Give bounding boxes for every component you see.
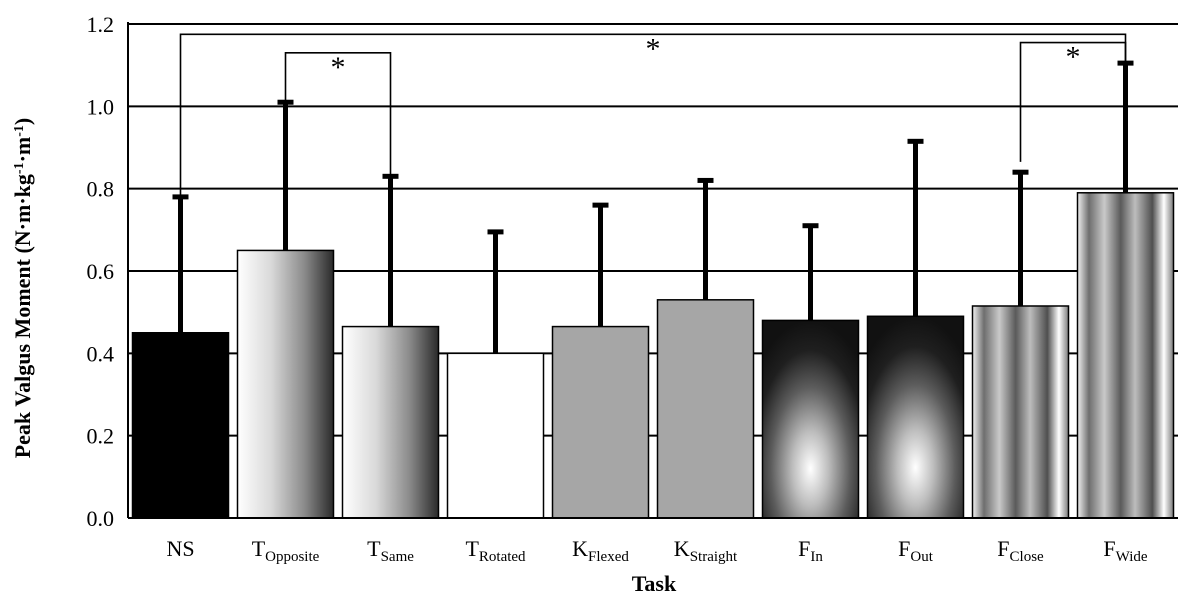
y-tick-label: 1.0 [87,94,115,119]
y-tick-labels: 0.0 0.2 0.4 0.6 0.8 1.0 1.2 [87,12,115,531]
x-tick-label: FClose [997,536,1044,565]
bar [236,249,335,519]
y-tick-label: 0.2 [87,424,115,449]
x-tick-label-base: T [367,536,381,561]
bar [656,299,755,519]
bar [131,332,230,519]
x-tick-label-sub: In [810,549,823,565]
bar [551,325,650,519]
x-tick-label: FIn [798,536,823,565]
x-tick-label: KStraight [674,536,738,565]
x-tick-label-base: F [997,536,1009,561]
x-tick-label-base: K [674,536,690,561]
significance-brackets: * * * [179,32,1127,195]
y-axis-title-sup2: -1 [12,125,27,137]
x-tick-label-sub: Opposite [265,549,320,565]
x-tick-label-sub: Straight [690,549,738,565]
error-bars [172,60,1134,354]
significance-star: * [331,51,346,84]
bar [761,319,860,519]
bar [341,325,440,519]
axes [127,22,1178,519]
y-axis-title-mid: ·m [10,137,35,163]
x-tick-label-sub: Same [381,549,415,565]
x-tick-label-sub: Out [910,549,933,565]
x-tick-label-base: F [1103,536,1115,561]
bar [1076,192,1175,519]
significance-bracket [1019,41,1127,162]
y-tick-label: 0.8 [87,177,115,202]
y-axis-title-sup1: -1 [12,162,27,174]
y-axis-title-main: Peak Valgus Moment (N·m·kg [10,174,35,458]
x-tick-label-sub: Flexed [588,549,629,565]
y-tick-label: 0.0 [87,506,115,531]
x-axis-title: Task [632,571,677,596]
y-tick-label: 0.6 [87,259,115,284]
x-tick-label-base: T [252,536,266,561]
x-tick-label-base: NS [166,536,194,561]
x-tick-label: TOpposite [252,536,320,565]
x-tick-labels: NS TOpposite TSame TRotated KFlexed KStraight… [166,536,1147,565]
x-tick-label-base: F [798,536,810,561]
y-tick-label: 1.2 [87,12,115,37]
significance-star: * [646,32,661,65]
x-tick-label: TSame [367,536,414,565]
x-tick-label: TRotated [465,536,526,565]
x-tick-label-base: F [898,536,910,561]
y-tick-label: 0.4 [87,341,115,366]
x-tick-label: FOut [898,536,934,565]
x-tick-label: FWide [1103,536,1147,565]
y-axis-title-end: ) [10,118,35,125]
x-tick-label-base: T [465,536,479,561]
bar [866,315,965,519]
bar [971,305,1070,519]
significance-bracket [284,52,392,175]
x-tick-label-base: K [572,536,588,561]
y-axis-title: Peak Valgus Moment (N·m·kg-1·m-1) [10,118,35,459]
significance-star: * [1066,41,1081,74]
bar [446,352,545,519]
x-tick-label-sub: Wide [1116,549,1148,565]
x-tick-label: NS [166,536,194,561]
x-tick-label-sub: Close [1010,549,1045,565]
x-tick-label: KFlexed [572,536,629,565]
bars [131,192,1175,519]
x-tick-label-sub: Rotated [479,549,526,565]
